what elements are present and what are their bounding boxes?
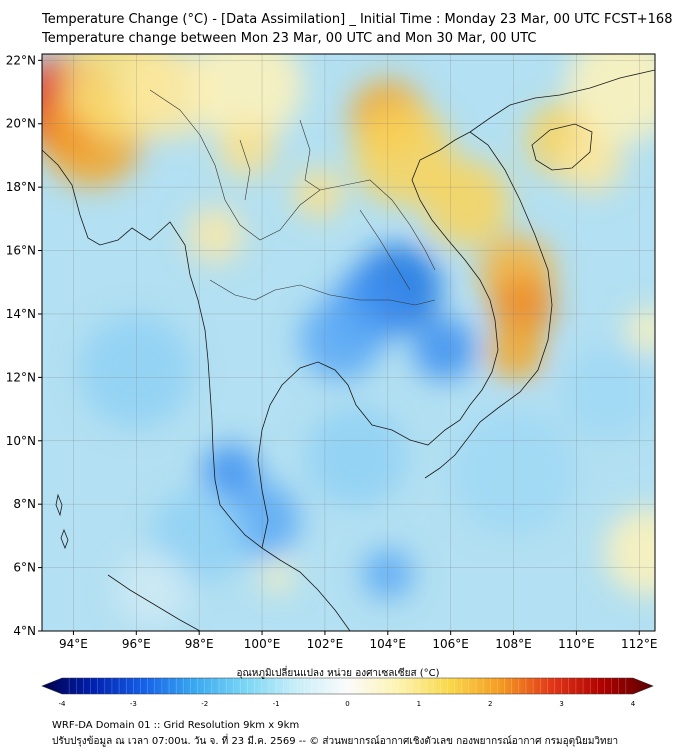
temperature-anomaly-32	[114, 552, 190, 628]
sumatra-coastline	[107, 574, 201, 631]
lon-tick-label-110: 110°E	[558, 637, 595, 651]
gulf-coastline	[257, 131, 499, 549]
lat-tick-label-18: 18°N	[6, 180, 36, 194]
lon-tick-label-94: 94°E	[59, 637, 88, 651]
footer-model-info: WRF-DA Domain 01 :: Grid Resolution 9km …	[52, 720, 300, 731]
colorbar-tick-label--3: -3	[130, 700, 137, 708]
colorbar-tick-label-1: 1	[417, 700, 421, 708]
temperature-anomaly-15	[293, 168, 344, 219]
lon-tick-label-100: 100°E	[244, 637, 281, 651]
lat-tick-label-8: 8°N	[13, 497, 36, 511]
lat-tick-label-14: 14°N	[6, 307, 36, 321]
temperature-anomaly-16	[186, 206, 244, 264]
lon-tick-label-102: 102°E	[307, 637, 344, 651]
northern-borders	[149, 89, 436, 271]
lat-tick-label-6: 6°N	[13, 561, 36, 575]
temperature-anomaly-21	[412, 317, 476, 381]
colorbar-tick-label--1: -1	[273, 700, 280, 708]
colorbar-label: อุณหภูมิเปลี่ยนแปลง หน่วย องศาเซลเซียส (…	[236, 668, 440, 679]
temperature-anomaly-30	[560, 346, 655, 441]
lat-tick-label-20: 20°N	[6, 117, 36, 131]
hainan-island	[531, 123, 593, 171]
temperature-anomaly-14	[218, 120, 275, 178]
colorbar-tick-label-0: 0	[345, 700, 349, 708]
colorbar-tick-label-2: 2	[488, 700, 492, 708]
south-china-coastline	[469, 69, 655, 133]
colorbar-tick-label-3: 3	[559, 700, 563, 708]
vietnam-coastline	[424, 131, 553, 479]
temperature-anomaly-13	[566, 54, 655, 143]
andaman-islands	[55, 493, 69, 550]
colorbar-tick-label-4: 4	[631, 700, 636, 708]
central-borders	[209, 279, 436, 306]
map-title: Temperature Change (°C) - [Data Assimila…	[42, 12, 673, 27]
temperature-anomaly-22	[299, 298, 382, 381]
map-subtitle: Temperature change between Mon 23 Mar, 0…	[42, 31, 537, 46]
temperature-anomaly-29	[306, 406, 407, 507]
longitude-ticks: 94°E 96°E 98°E 100°E 102°E 104°E 106°E 108°E 110…	[59, 631, 658, 651]
province-borders	[239, 119, 411, 291]
temperature-anomaly-7	[422, 158, 511, 248]
colorbar-tick-label--2: -2	[201, 700, 208, 708]
lat-tick-label-10: 10°N	[6, 434, 36, 448]
western-coastline	[42, 149, 351, 631]
lat-tick-label-22: 22°N	[6, 53, 36, 67]
lat-tick-label-4: 4°N	[13, 624, 36, 638]
temperature-anomaly-17	[626, 307, 655, 352]
colorbar-tick-label--4: -4	[59, 700, 67, 708]
temperature-anomaly-4	[189, 54, 303, 143]
lon-tick-label-104: 104°E	[370, 637, 407, 651]
lat-tick-label-16: 16°N	[6, 244, 36, 258]
plot-frame	[41, 53, 656, 632]
temperature-anomaly-31	[262, 561, 294, 593]
temperature-anomaly-10	[488, 323, 545, 381]
plot-area	[42, 54, 655, 631]
temperature-anomaly-18	[604, 507, 655, 596]
temperature-anomaly-9	[491, 276, 555, 340]
colorbar-ticks: -4 -3 -2 -1 0 1 2 3 4	[59, 678, 636, 708]
lon-tick-label-96: 96°E	[122, 637, 151, 651]
colorbar: -4 -3 -2 -1 0 1 2 3 4	[41, 677, 654, 708]
footer-update-info: ปรับปรุงข้อมูล ณ เวลา 07:00น. วัน จ. ที่…	[52, 736, 619, 747]
lon-tick-label-98: 98°E	[185, 637, 214, 651]
country-borders	[149, 89, 436, 306]
coastlines	[42, 69, 655, 631]
lon-tick-label-106: 106°E	[432, 637, 469, 651]
lat-tick-label-12: 12°N	[6, 370, 36, 384]
temperature-field	[42, 54, 655, 628]
lon-tick-label-108: 108°E	[495, 637, 532, 651]
latitude-ticks: 4°N 6°N 8°N 10°N 12°N 14°N 16°N 18°N 20°N 22°N	[6, 53, 42, 638]
lat-lon-grid	[42, 54, 655, 631]
lon-tick-label-112: 112°E	[621, 637, 658, 651]
